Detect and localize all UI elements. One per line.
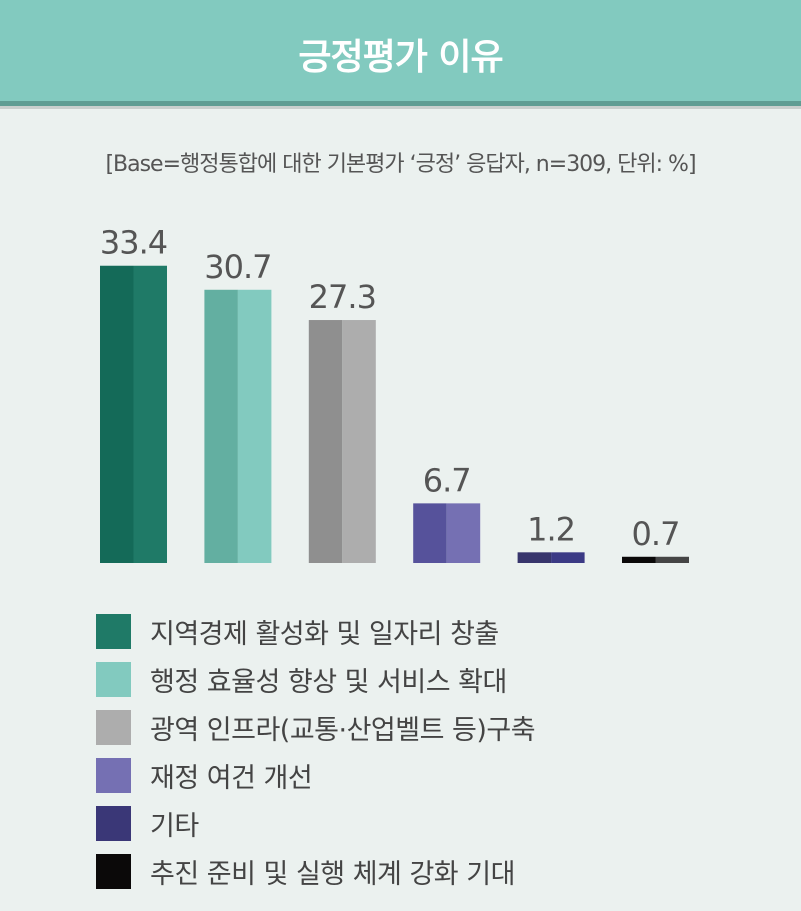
bar: 30.7 xyxy=(204,248,273,563)
legend-label: 광역 인프라(교통·산업벨트 등)구축 xyxy=(150,714,536,746)
data-label: 1.2 xyxy=(527,510,575,548)
bar-left-half xyxy=(308,320,343,563)
bar: 0.7 xyxy=(622,515,689,563)
bar: 1.2 xyxy=(517,510,585,563)
data-label: 6.7 xyxy=(423,461,471,499)
bar: 6.7 xyxy=(413,461,481,563)
legend-item: 재정 여건 개선 xyxy=(96,751,535,799)
data-label: 0.7 xyxy=(632,515,680,553)
legend-item: 행정 효율성 향상 및 서비스 확대 xyxy=(96,655,535,703)
bar-left-half xyxy=(517,552,552,563)
bar-left-half xyxy=(204,289,238,563)
bar-left-half xyxy=(100,265,134,563)
data-label: 30.7 xyxy=(204,248,271,286)
bar-left-half xyxy=(413,503,447,563)
chart-subtitle: [Base=행정통합에 대한 기본평가 ‘긍정’ 응답자, n=309, 단위:… xyxy=(105,152,696,177)
bar: 27.3 xyxy=(308,278,377,563)
legend-item: 지역경제 활성화 및 일자리 창출 xyxy=(96,607,535,655)
legend-label: 기타 xyxy=(150,810,199,842)
bar-right-half xyxy=(342,320,376,563)
legend-item: 광역 인프라(교통·산업벨트 등)구축 xyxy=(96,703,536,751)
bar: 33.4 xyxy=(100,224,168,563)
legend-swatch xyxy=(96,853,131,889)
legend-swatch xyxy=(96,709,131,745)
legend-swatch xyxy=(96,805,131,841)
bar-right-half xyxy=(446,503,481,563)
legend-swatch xyxy=(96,757,131,793)
legend-label: 행정 효율성 향상 및 서비스 확대 xyxy=(150,666,507,698)
data-label: 27.3 xyxy=(309,278,376,316)
header-bar xyxy=(0,0,801,101)
bar-right-half xyxy=(133,265,167,563)
legend-swatch xyxy=(96,613,131,649)
data-label: 33.4 xyxy=(100,224,167,262)
legend-label: 재정 여건 개선 xyxy=(150,762,313,794)
bar-left-half xyxy=(622,556,656,563)
header-divider xyxy=(0,101,801,106)
legend-item: 추진 준비 및 실행 체계 강화 기대 xyxy=(96,847,535,895)
legend-label: 추진 준비 및 실행 체계 강화 기대 xyxy=(150,858,515,890)
bar-chart: 33.4 30.7 27.3 6.7 1.2 0.7 xyxy=(100,224,689,563)
header-divider-shadow xyxy=(0,106,801,109)
legend-label: 지역경제 활성화 및 일자리 창출 xyxy=(150,618,499,650)
bar-right-half xyxy=(551,552,585,563)
bar-right-half xyxy=(237,289,272,563)
legend-swatch xyxy=(96,661,131,697)
chart-title: 긍정평가 이유 xyxy=(298,37,503,78)
bar-right-half xyxy=(655,556,689,563)
legend-item: 기타 xyxy=(96,799,535,847)
